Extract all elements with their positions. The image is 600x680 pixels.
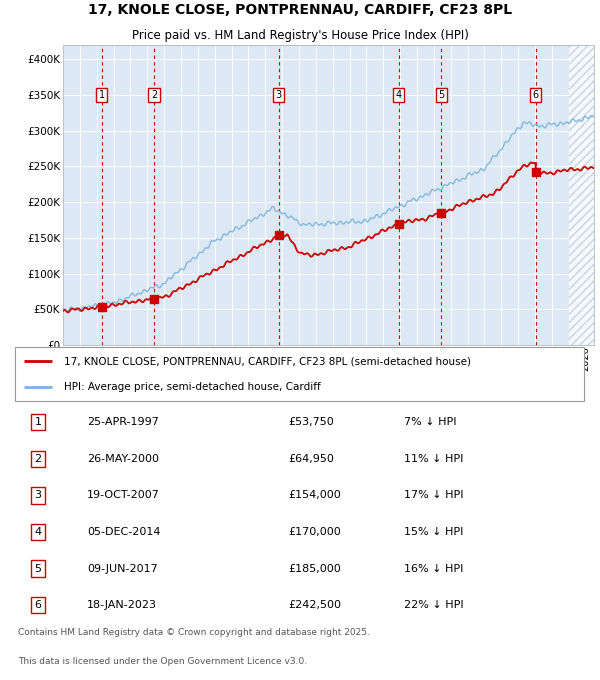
Text: 1: 1 xyxy=(99,90,105,100)
Text: 3: 3 xyxy=(34,490,41,500)
Text: £64,950: £64,950 xyxy=(289,454,334,464)
Text: 2: 2 xyxy=(34,454,41,464)
Text: Price paid vs. HM Land Registry's House Price Index (HPI): Price paid vs. HM Land Registry's House … xyxy=(131,29,469,41)
Text: 18-JAN-2023: 18-JAN-2023 xyxy=(87,600,157,610)
Text: This data is licensed under the Open Government Licence v3.0.: This data is licensed under the Open Gov… xyxy=(18,658,307,666)
Text: £170,000: £170,000 xyxy=(289,527,341,537)
Text: 6: 6 xyxy=(34,600,41,610)
Text: 2: 2 xyxy=(151,90,157,100)
Text: 4: 4 xyxy=(34,527,41,537)
Text: 25-APR-1997: 25-APR-1997 xyxy=(87,418,159,427)
Text: 3: 3 xyxy=(276,90,282,100)
Text: 6: 6 xyxy=(533,90,539,100)
Text: 5: 5 xyxy=(438,90,445,100)
Text: 05-DEC-2014: 05-DEC-2014 xyxy=(87,527,160,537)
Text: 15% ↓ HPI: 15% ↓ HPI xyxy=(404,527,463,537)
Text: £242,500: £242,500 xyxy=(289,600,341,610)
Text: £154,000: £154,000 xyxy=(289,490,341,500)
Text: 4: 4 xyxy=(396,90,402,100)
Text: £53,750: £53,750 xyxy=(289,418,334,427)
Text: 7% ↓ HPI: 7% ↓ HPI xyxy=(404,418,456,427)
Text: HPI: Average price, semi-detached house, Cardiff: HPI: Average price, semi-detached house,… xyxy=(64,381,320,392)
Text: £185,000: £185,000 xyxy=(289,564,341,573)
Text: Contains HM Land Registry data © Crown copyright and database right 2025.: Contains HM Land Registry data © Crown c… xyxy=(18,628,370,637)
FancyBboxPatch shape xyxy=(15,347,584,401)
Text: 5: 5 xyxy=(34,564,41,573)
Text: 11% ↓ HPI: 11% ↓ HPI xyxy=(404,454,463,464)
Text: 17, KNOLE CLOSE, PONTPRENNAU, CARDIFF, CF23 8PL (semi-detached house): 17, KNOLE CLOSE, PONTPRENNAU, CARDIFF, C… xyxy=(64,356,471,367)
Text: 16% ↓ HPI: 16% ↓ HPI xyxy=(404,564,463,573)
Text: 26-MAY-2000: 26-MAY-2000 xyxy=(87,454,159,464)
Text: 22% ↓ HPI: 22% ↓ HPI xyxy=(404,600,463,610)
Text: 17% ↓ HPI: 17% ↓ HPI xyxy=(404,490,463,500)
Text: 19-OCT-2007: 19-OCT-2007 xyxy=(87,490,160,500)
Text: 17, KNOLE CLOSE, PONTPRENNAU, CARDIFF, CF23 8PL: 17, KNOLE CLOSE, PONTPRENNAU, CARDIFF, C… xyxy=(88,3,512,17)
Text: 1: 1 xyxy=(34,418,41,427)
Text: 09-JUN-2017: 09-JUN-2017 xyxy=(87,564,158,573)
